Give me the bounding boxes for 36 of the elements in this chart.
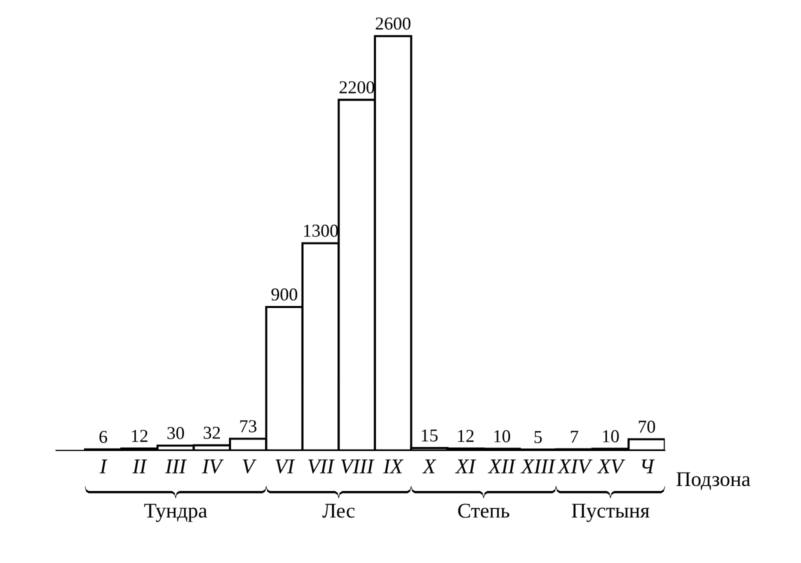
data-label: 6 [99,430,108,443]
text: Тундра [144,504,208,522]
x-tick-label: IV [202,460,224,474]
data-label: 12 [132,430,148,442]
data-label: 10 [494,430,510,442]
data-label: 70 [638,420,656,433]
x-tick-label: III [165,460,187,474]
x-tick-label: X [422,460,436,474]
data-label: 2600 [376,17,410,30]
data-label: 10 [603,430,619,442]
x-tick-label: XII [488,460,516,474]
x-tick-label: Ч [642,460,655,474]
text: Пустыня [572,504,650,522]
x-tick-label: IX [383,460,404,474]
data-label: 15 [422,429,438,442]
data-label: 30 [167,426,184,440]
text: Степь [458,504,510,518]
data-label: 12 [458,430,474,442]
x-tick-label: XI [455,460,476,474]
data-label: 2200 [340,81,374,94]
data-label: 32 [204,426,220,439]
data-label: 900 [271,288,298,301]
x-tick-label: II [132,460,148,474]
data-label: 5 [534,431,542,444]
x-axis-title: Подзона [676,472,750,490]
x-tick-label: XIV [557,460,592,474]
x-tick-label: V [242,460,256,474]
data-label: 73 [240,420,256,432]
x-tick-label: XV [597,460,626,474]
x-tick-label: XIII [520,460,556,474]
text: Лес [322,504,355,518]
x-tick-label: VII [308,460,335,474]
x-tick-label: VIII [341,460,374,474]
x-tick-label: VI [276,460,295,474]
data-label: 7 [570,430,578,443]
x-tick-label: I [100,460,108,474]
